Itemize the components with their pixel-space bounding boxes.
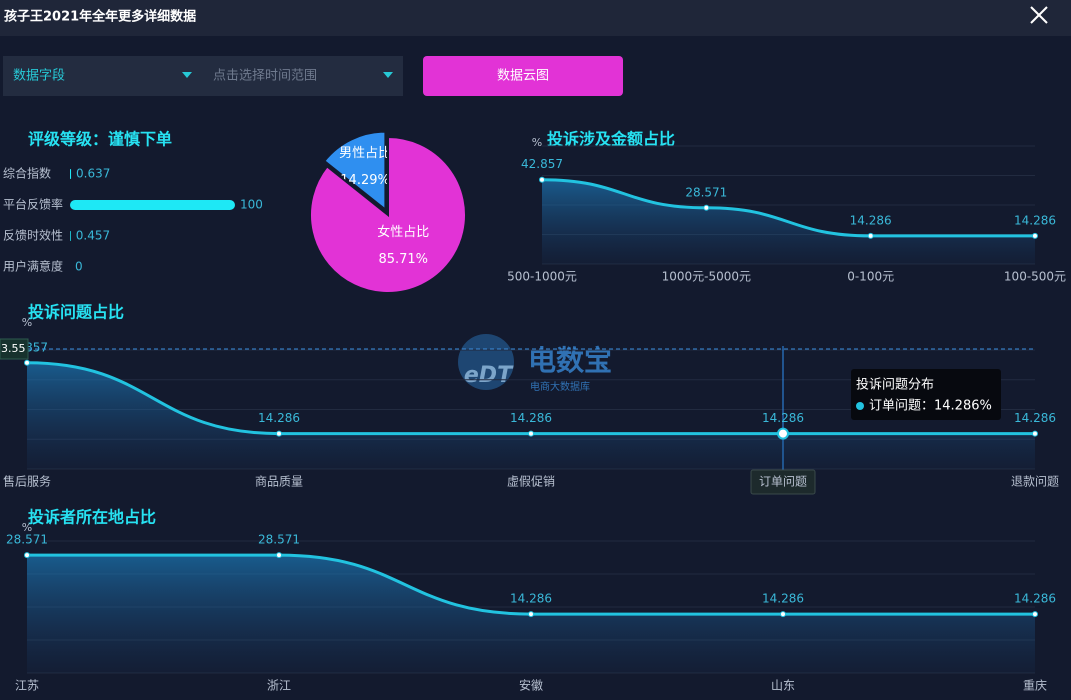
point [703,204,710,211]
point [539,176,545,183]
time-select[interactable]: 点击选择时间范围 [213,69,393,84]
bar [70,231,71,241]
x-tick-label: 退款问题 [1011,475,1059,489]
tooltip [851,369,1001,420]
close-icon [1030,6,1048,24]
pie-slice [309,135,467,294]
button-bg [423,56,623,96]
point [1032,232,1038,239]
bar [70,200,235,210]
dropdown-arrow [182,72,192,78]
point-value: 28.571 [685,185,727,199]
point-value: 14.286 [850,213,892,227]
tooltip-text: 订单问题：14.286% [869,399,992,414]
point-value: 14.286 [258,411,300,425]
axis-pointer-label: 3.55 [1,342,26,355]
watermark-icon [458,334,514,390]
x-tick-label: 山东 [771,679,795,693]
bar-label: 用户满意度 [3,259,63,274]
cloud-button[interactable]: 数据云图 [423,56,623,96]
button-text: 数据云图 [497,69,549,84]
x-tick-label: 虚假促销 [507,475,555,489]
point-value: 14.286 [1014,213,1056,227]
point [777,427,789,440]
watermark-logo: eDT [464,363,514,388]
bar-value: 100 [240,198,263,212]
x-tick-label: 商品质量 [255,474,303,489]
point [528,430,534,437]
field-select[interactable]: 数据字段 [13,69,192,84]
pie-value: 14.29% [340,173,390,188]
point [528,611,534,618]
bar-label: 综合指数 [3,166,51,181]
bar-value: 0.637 [76,167,110,181]
point-value: 14.286 [762,411,804,425]
section-title: 投诉问题占比 [28,303,124,322]
pie-value: 85.71% [378,252,428,267]
point-value: 28.571 [258,533,300,547]
section-title: 投诉涉及金额占比 [547,130,675,149]
section-title: 评级等级：谨慎下单 [28,130,172,149]
filter-box [3,56,403,96]
bar-value: 0.457 [76,229,110,243]
point [1032,611,1038,618]
x-tick-label: 500-1000元 [507,270,577,284]
header-title: 孩子王2021年全年更多详细数据 [4,9,196,25]
x-tick-label: 重庆 [1023,679,1047,693]
point-value: 14.286 [762,592,804,606]
point [24,552,30,559]
bar-value: 0 [75,260,83,274]
tooltip-title: 投诉问题分布 [856,377,934,393]
x-tick-label: 1000元-5000元 [662,270,751,284]
x-tick-label: 0-100元 [847,270,894,284]
x-tick-label: 江苏 [15,679,39,693]
pie-slice [322,130,387,212]
point-value: 42.857 [521,157,563,171]
bar-label: 反馈时效性 [3,228,63,243]
pie-label: 女性占比 [377,224,429,240]
point-value: 28.571 [6,533,48,547]
y-unit: % [532,136,542,149]
bar-label: 平台反馈率 [3,197,63,212]
section-title: 投诉者所在地占比 [28,508,156,527]
y-unit: % [22,521,32,534]
pie-label: 男性占比 [339,146,391,161]
header-bar [0,0,1071,36]
x-tick-label: 浙江 [267,679,291,693]
point [276,552,282,559]
point [1032,430,1038,437]
point [867,232,874,239]
point [276,430,282,437]
x-tick-label: 100-500元 [1004,270,1066,284]
time-select-text: 点击选择时间范围 [213,69,317,84]
x-tick-label: 售后服务 [3,474,51,489]
y-unit: % [22,316,32,329]
field-select-text: 数据字段 [13,69,65,84]
x-tick-label: 安徽 [519,678,543,693]
tooltip-dot [856,402,864,410]
category-highlight [750,469,816,495]
point-value: 14.286 [1014,411,1056,425]
point-value: 14.286 [1014,592,1056,606]
point-value: 14.286 [510,411,552,425]
watermark-subtitle: 电商大数据库 [530,380,590,393]
bar [70,169,72,179]
point [780,611,786,618]
x-tick-label: 订单问题 [759,475,807,489]
dropdown-arrow [383,72,393,78]
line-area [27,362,1035,469]
point [24,359,30,366]
line [541,178,1035,238]
close-button[interactable] [1030,6,1048,24]
point-value: 14.286 [510,592,552,606]
axis-pointer-box [0,338,29,360]
